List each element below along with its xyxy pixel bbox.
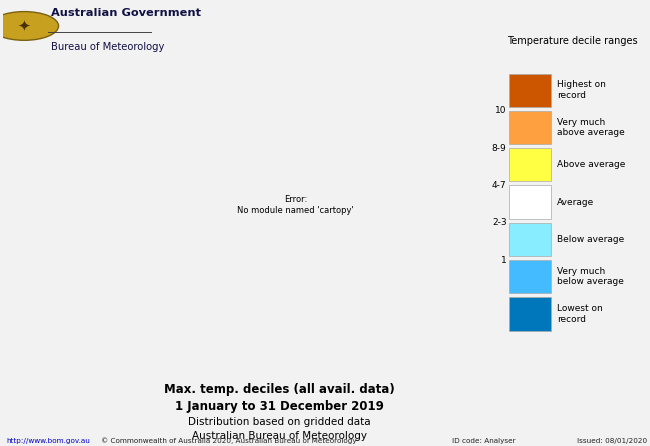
Circle shape <box>0 12 58 40</box>
Text: Australian Bureau of Meteorology: Australian Bureau of Meteorology <box>192 431 367 441</box>
Text: Below average: Below average <box>557 235 624 244</box>
Text: Very much
below average: Very much below average <box>557 267 624 286</box>
Bar <box>510 74 551 107</box>
Text: Issued: 08/01/2020: Issued: 08/01/2020 <box>577 438 647 444</box>
Text: Highest on
record: Highest on record <box>557 80 606 100</box>
Text: © Commonwealth of Australia 2020, Australian Bureau of Meteorology: © Commonwealth of Australia 2020, Austra… <box>101 437 356 444</box>
Text: Error:
No module named 'cartopy': Error: No module named 'cartopy' <box>237 195 354 215</box>
Text: 2-3: 2-3 <box>492 218 506 227</box>
Text: Distribution based on gridded data: Distribution based on gridded data <box>188 417 370 427</box>
Text: 8-9: 8-9 <box>492 144 506 153</box>
Text: 4-7: 4-7 <box>492 181 506 190</box>
Text: ID code: Analyser: ID code: Analyser <box>452 438 515 444</box>
Text: 1 January to 31 December 2019: 1 January to 31 December 2019 <box>175 400 384 413</box>
Bar <box>510 186 551 219</box>
Bar <box>510 260 551 293</box>
Bar <box>510 148 551 182</box>
Text: 10: 10 <box>495 107 506 116</box>
Text: Lowest on
record: Lowest on record <box>557 304 603 324</box>
Text: Temperature decile ranges: Temperature decile ranges <box>506 36 637 46</box>
Text: Above average: Above average <box>557 160 625 169</box>
Text: http://www.bom.gov.au: http://www.bom.gov.au <box>6 438 90 444</box>
Text: Australian Government: Australian Government <box>51 8 201 18</box>
Text: 1: 1 <box>500 256 506 264</box>
Bar <box>510 297 551 330</box>
Text: Bureau of Meteorology: Bureau of Meteorology <box>51 42 164 52</box>
Text: ✦: ✦ <box>18 18 31 33</box>
Text: Average: Average <box>557 198 594 206</box>
Text: Max. temp. deciles (all avail. data): Max. temp. deciles (all avail. data) <box>164 383 395 396</box>
Bar <box>510 111 551 144</box>
Bar <box>510 223 551 256</box>
Text: Very much
above average: Very much above average <box>557 118 625 137</box>
